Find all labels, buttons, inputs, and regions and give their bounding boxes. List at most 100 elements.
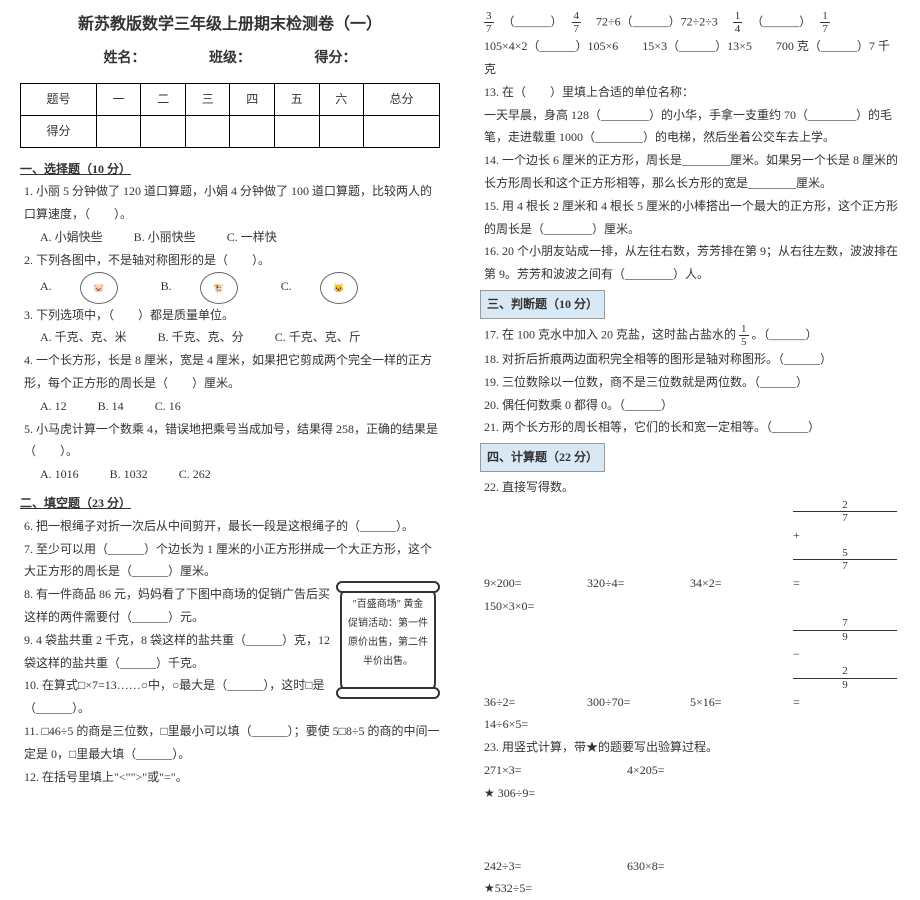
q14: 14. 一个边长 6 厘米的正方形，周长是________厘米。如果另一个长是 … [484, 149, 900, 195]
calc-row-1: 9×200= 320÷4= 34×2= 27 + 57 = 150×3×0= [484, 499, 900, 618]
q21: 21. 两个长方形的周长相等，它们的长和宽一定相等。（______） [484, 416, 900, 439]
vertical-row-2: 242÷3= 630×8= ★532÷5= [484, 855, 900, 900]
opt: A. 12 [40, 399, 67, 413]
expr: 300÷70= [587, 691, 687, 714]
expr: 320÷4= [587, 572, 687, 595]
expr: 630×8= [627, 855, 767, 878]
q23: 23. 用竖式计算，带★的题要写出验算过程。 [484, 736, 900, 759]
opt: B. 千克、克、分 [158, 330, 244, 344]
opt: A. 小娟快些 [40, 230, 103, 244]
opt: C. 千克、克、斤 [275, 330, 361, 344]
q2: 2. 下列各图中，不是轴对称图形的是（ ）。 [24, 249, 440, 272]
frac: 47 [572, 10, 582, 35]
expr: 150×3×0= [484, 595, 584, 618]
th: 题号 [21, 83, 97, 115]
section-4: 四、计算题（22 分） [480, 443, 605, 472]
expr: 34×2= [690, 572, 790, 595]
expr: 242÷3= [484, 855, 624, 878]
td [141, 115, 186, 147]
expr: 79 − 29 = [793, 617, 893, 713]
q7: 7. 至少可以用（______）个边长为 1 厘米的小正方形拼成一个大正方形，这… [24, 538, 440, 584]
left-column: 新苏教版数学三年级上册期末检测卷（一） 姓名： 班级： 得分： 题号 一 二 三… [0, 0, 460, 650]
q1-opts: A. 小娟快些 B. 小丽快些 C. 一样快 [40, 226, 440, 249]
section-3: 三、判断题（10 分） [480, 290, 605, 319]
q3: 3. 下列选项中，（ ）都是质量单位。 [24, 304, 440, 327]
th: 三 [185, 83, 230, 115]
th: 总分 [364, 83, 440, 115]
opt: C. 262 [179, 467, 211, 481]
expr: 14÷6×5= [484, 713, 584, 736]
expr: 9×200= [484, 572, 584, 595]
th: 五 [274, 83, 319, 115]
q22: 22. 直接写得数。 [484, 476, 900, 499]
expr: ★532÷5= [484, 877, 624, 900]
q20: 20. 偶任何数乘 0 都得 0。（______） [484, 394, 900, 417]
class-label: 班级： [209, 46, 251, 73]
q18: 18. 对折后折痕两边面积完全相等的图形是轴对称图形。（______） [484, 348, 900, 371]
q11: 11. □46÷5 的商是三位数，□里最小可以填（______）；要使 5□8÷… [24, 720, 440, 766]
q16: 16. 20 个小朋友站成一排，从左往右数，芳芳排在第 9；从右往左数，波波排在… [484, 240, 900, 286]
name-label: 姓名： [104, 46, 146, 73]
q17: 17. 在 100 克水中加入 20 克盐，这时盐占盐水的 15 。（_____… [484, 323, 900, 348]
section-1: 一、选择题（10 分） [20, 158, 440, 181]
compare-row-1: 37 （______） 47 72÷6（______）72÷2÷3 14 （__… [484, 10, 900, 35]
promo-scroll: "百盛商场" 黄金促销活动：第一件原价出售，第二件半价出售。 [340, 587, 436, 693]
th: 一 [96, 83, 141, 115]
opt: A. [40, 279, 52, 293]
q2-opts: A. 🐷 B. 🐮 C. 🐱 [40, 272, 440, 304]
td: 得分 [21, 115, 97, 147]
q13: 13. 在（ ）里填上合适的单位名称： [484, 81, 900, 104]
opt: A. 1016 [40, 467, 79, 481]
section-2: 二、填空题（23 分） [20, 492, 440, 515]
q12: 12. 在括号里填上"<"">"或"="。 [24, 766, 440, 789]
expr: 72÷6（______）72÷2÷3 [596, 14, 718, 28]
opt: C. 一样快 [227, 230, 277, 244]
expr: 4×205= [627, 759, 767, 782]
q5: 5. 小马虎计算一个数乘 4，错误地把乘号当成加号，结果得 258，正确的结果是… [24, 418, 440, 464]
cow-icon: 🐮 [200, 272, 238, 304]
td [319, 115, 364, 147]
opt: B. [161, 279, 172, 293]
expr: 271×3= [484, 759, 624, 782]
q4: 4. 一个长方形，长是 8 厘米，宽是 4 厘米，如果把它剪成两个完全一样的正方… [24, 349, 440, 395]
q6: 6. 把一根绳子对折一次后从中间剪开，最长一段是这根绳子的（______）。 [24, 515, 440, 538]
score-label: 得分： [315, 46, 357, 73]
calc-row-2: 36÷2= 300÷70= 5×16= 79 − 29 = 14÷6×5= [484, 617, 900, 736]
q15: 15. 用 4 根长 2 厘米和 4 根长 5 厘米的小棒搭出一个最大的正方形，… [484, 195, 900, 241]
opt: C. 16 [155, 399, 181, 413]
q1: 1. 小丽 5 分钟做了 120 道口算题，小娟 4 分钟做了 100 道口算题… [24, 180, 440, 226]
frac: 14 [733, 10, 743, 35]
td [364, 115, 440, 147]
expr: ★ 306÷9= [484, 782, 624, 805]
opt: B. 1032 [110, 467, 148, 481]
th: 二 [141, 83, 186, 115]
q5-opts: A. 1016 B. 1032 C. 262 [40, 463, 440, 486]
opt: C. [281, 279, 292, 293]
expr: 5×16= [690, 691, 790, 714]
cat-icon: 🐱 [320, 272, 358, 304]
header-info: 姓名： 班级： 得分： [20, 46, 440, 73]
q19: 19. 三位数除以一位数，商不是三位数就是两位数。（______） [484, 371, 900, 394]
opt: B. 14 [98, 399, 124, 413]
score-table: 题号 一 二 三 四 五 六 总分 得分 [20, 83, 440, 148]
th: 六 [319, 83, 364, 115]
frac: 17 [820, 10, 830, 35]
expr: 36÷2= [484, 691, 584, 714]
frac: 15 [739, 323, 749, 348]
blank: （______） [497, 14, 569, 28]
td [96, 115, 141, 147]
td [185, 115, 230, 147]
q13b: 一天早晨，身高 128（________）的小华，手拿一支重约 70（_____… [484, 104, 900, 150]
frac: 37 [484, 10, 494, 35]
right-column: 37 （______） 47 72÷6（______）72÷2÷3 14 （__… [460, 0, 920, 650]
q3-opts: A. 千克、克、米 B. 千克、克、分 C. 千克、克、斤 [40, 326, 440, 349]
opt: B. 小丽快些 [134, 230, 196, 244]
blank: （______） [745, 14, 817, 28]
exam-title: 新苏教版数学三年级上册期末检测卷（一） [20, 10, 440, 40]
work-space [480, 805, 900, 855]
expr: 27 + 57 = [793, 499, 893, 595]
th: 四 [230, 83, 275, 115]
q4-opts: A. 12 B. 14 C. 16 [40, 395, 440, 418]
vertical-row-1: 271×3= 4×205= ★ 306÷9= [484, 759, 900, 805]
pig-icon: 🐷 [80, 272, 118, 304]
